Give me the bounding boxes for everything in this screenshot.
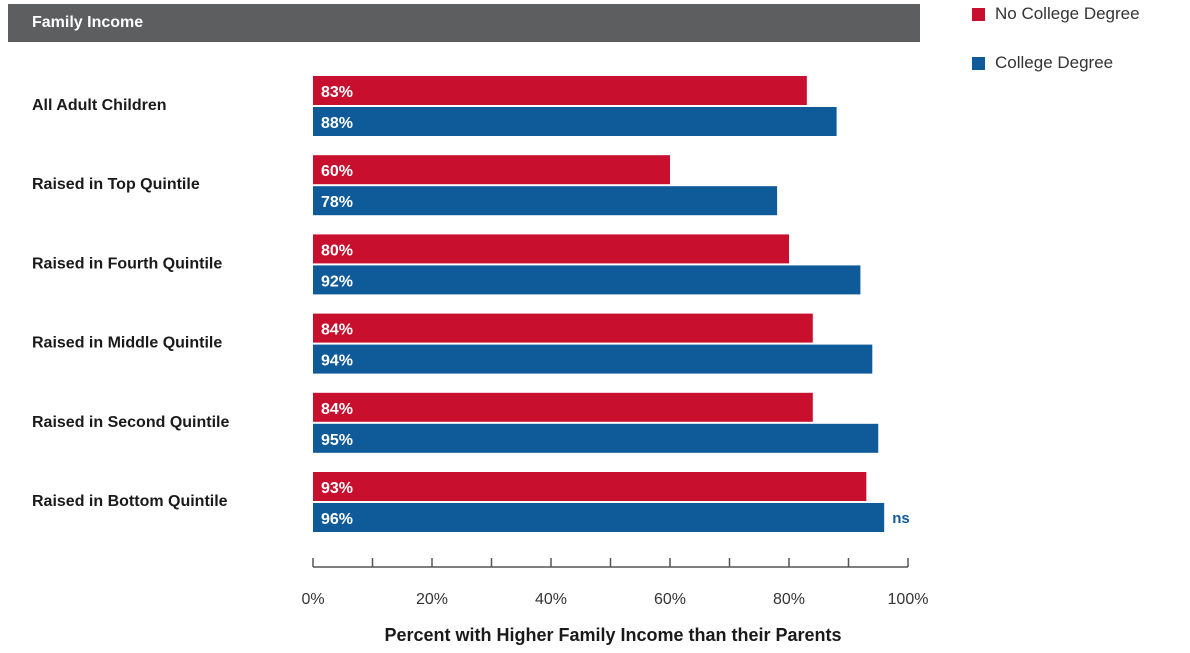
legend-label-no-college: No College Degree xyxy=(995,4,1140,23)
bar-value-label: 84% xyxy=(321,401,353,418)
bar xyxy=(313,344,873,374)
x-tick-label: 100% xyxy=(888,591,929,608)
x-tick-label: 0% xyxy=(301,591,324,608)
chart-header: Family Income xyxy=(8,4,920,42)
category-label: Raised in Second Quintile xyxy=(32,414,229,431)
category-label: Raised in Middle Quintile xyxy=(32,335,222,352)
bar xyxy=(313,392,813,422)
bar xyxy=(313,186,778,216)
category-label: All Adult Children xyxy=(32,97,167,114)
annotation-label: ns xyxy=(892,510,910,527)
bar-value-label: 95% xyxy=(321,432,353,449)
bar xyxy=(313,423,879,453)
bar-value-label: 84% xyxy=(321,322,353,339)
x-tick-label: 80% xyxy=(773,591,805,608)
bar xyxy=(313,107,837,136)
bar-value-label: 83% xyxy=(321,84,353,101)
category-label: Raised in Bottom Quintile xyxy=(32,493,228,510)
category-label: Raised in Fourth Quintile xyxy=(32,255,222,272)
bar xyxy=(313,234,789,264)
legend-swatch-no-college xyxy=(972,8,985,21)
bar-value-label: 93% xyxy=(321,480,353,497)
bar-value-label: 80% xyxy=(321,242,353,259)
bar-value-label: 92% xyxy=(321,273,353,290)
x-tick-label: 20% xyxy=(416,591,448,608)
legend-swatch-college xyxy=(972,57,985,70)
bar xyxy=(313,265,861,295)
bar-value-label: 96% xyxy=(321,511,353,528)
bar xyxy=(313,313,813,343)
category-label: Raised in Top Quintile xyxy=(32,176,200,193)
chart-title: Family Income xyxy=(32,14,144,31)
x-axis-title: Percent with Higher Family Income than t… xyxy=(384,625,841,645)
bar xyxy=(313,472,867,501)
bar xyxy=(313,503,885,532)
bar-value-label: 88% xyxy=(321,115,353,132)
bar-value-label: 78% xyxy=(321,194,353,211)
bar xyxy=(313,155,670,185)
bar xyxy=(313,76,807,105)
legend-label-college: College Degree xyxy=(995,53,1114,72)
x-tick-label: 40% xyxy=(535,591,567,608)
bar-value-label: 60% xyxy=(321,163,353,180)
bar-value-label: 94% xyxy=(321,353,353,370)
x-tick-label: 60% xyxy=(654,591,686,608)
